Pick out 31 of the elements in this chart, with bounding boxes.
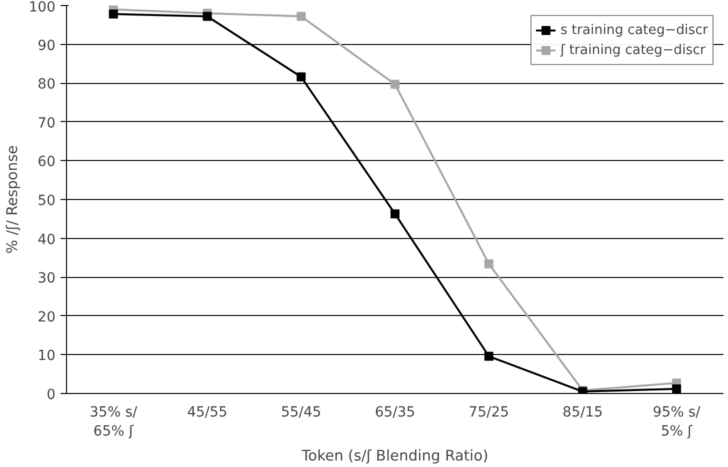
x-axis-title: Token (s/ʃ Blending Ratio) <box>300 448 488 465</box>
x-tick-label: 75/25 <box>468 404 510 420</box>
x-tick-label: 65/35 <box>374 404 416 420</box>
x-tick-label: 85/15 <box>562 404 603 420</box>
y-tick-label: 0 <box>46 387 56 403</box>
point <box>296 12 306 21</box>
point <box>484 352 494 361</box>
y-tick-label: 30 <box>38 270 56 287</box>
x-tick-label: 95% s/ 5% ʃ <box>652 404 701 440</box>
point <box>202 12 212 21</box>
y-tick-label: 40 <box>38 232 56 248</box>
point <box>672 384 682 394</box>
y-tick-label: 20 <box>38 309 56 326</box>
y-tick-label: 70 <box>38 115 56 132</box>
x-tick-label: 45/55 <box>187 404 228 420</box>
x-tick-label: 35% s/ 65% ʃ <box>90 404 138 440</box>
y-tick-label: 50 <box>38 193 56 209</box>
y-tick-label: 10 <box>38 348 56 364</box>
point <box>108 10 118 19</box>
y-tick-label: 100 <box>28 0 56 16</box>
y-axis-title: % /ʃ/ Response <box>4 145 21 254</box>
x-tick-label: 55/45 <box>280 404 322 420</box>
point <box>390 80 400 89</box>
point <box>390 209 400 218</box>
legend-label: ʃ training categ−discr <box>560 42 706 58</box>
y-tick-label: 80 <box>38 76 56 93</box>
legend-label: s training categ−discr <box>560 22 708 38</box>
y-tick-label: 60 <box>38 154 56 170</box>
y-tick-label: 90 <box>38 38 56 54</box>
point <box>296 72 306 82</box>
point <box>484 259 494 268</box>
